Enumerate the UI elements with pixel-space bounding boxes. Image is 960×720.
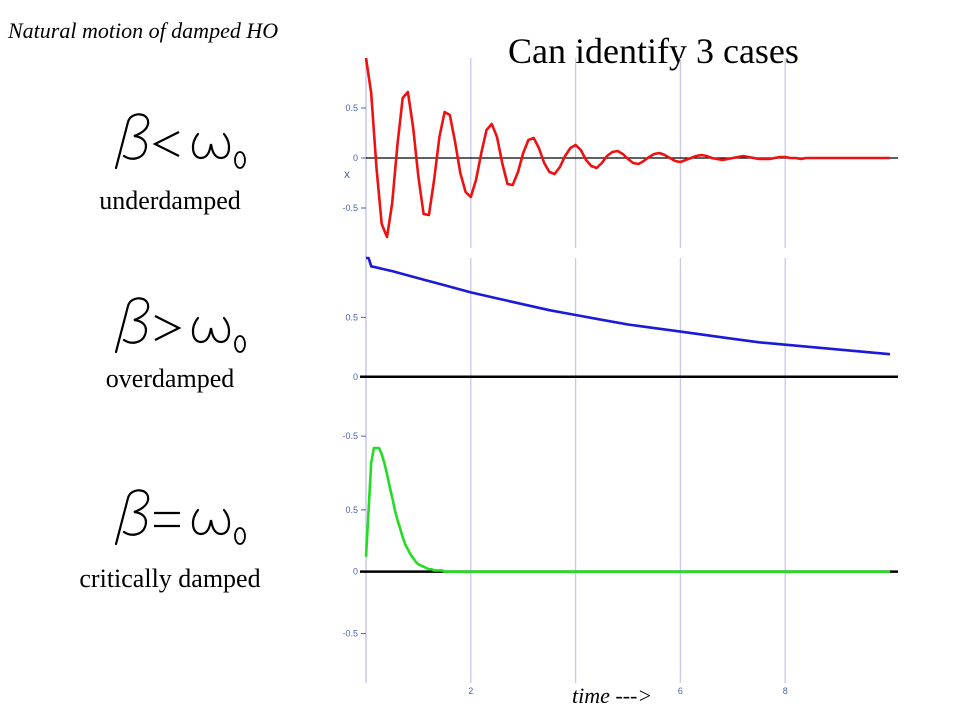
critical-condition-formula <box>114 489 246 546</box>
plot-2-y-tick-label-1: 0.5 <box>345 312 358 322</box>
critical-curve <box>364 446 890 573</box>
overdamped-condition-formula <box>114 297 246 354</box>
plot-2-y-tick-label-3: -0.5 <box>342 431 358 441</box>
greater-than-sign <box>154 315 182 341</box>
overdamped-label: overdamped <box>105 364 235 393</box>
slide-subtitle: Natural motion of damped HO <box>8 18 279 43</box>
plot-1-y-tick-label-1: 0.5 <box>345 103 358 113</box>
omega-glyph <box>191 508 231 536</box>
beta-glyph <box>114 489 150 546</box>
equals-sign <box>154 511 180 528</box>
x-tick-label-1: 2 <box>468 686 473 696</box>
plot-3-y-tick-label-3: -0.5 <box>342 629 358 639</box>
plot-1-y-axis-label: x <box>344 167 350 181</box>
time-axis-label: time ---> <box>566 683 659 709</box>
omega-glyph <box>191 132 231 160</box>
overdamped-curve <box>366 256 891 356</box>
critically-damped-label: critically damped <box>79 564 261 593</box>
subscript-zero <box>234 335 246 353</box>
plot-1-y-tick-label-2: 0 <box>353 153 358 163</box>
beta-glyph <box>114 113 150 170</box>
x-tick-label-4: 8 <box>783 686 788 696</box>
subscript-zero <box>234 527 246 545</box>
beta-glyph <box>114 297 150 354</box>
subscript-zero <box>234 151 246 169</box>
slide-title: Can identify 3 cases <box>508 31 799 71</box>
omega-glyph <box>191 316 231 344</box>
x-tick-label-3: 6 <box>678 686 683 696</box>
damped-oscillator-plots: 0.50-0.5x0.50-0.50.50-0.52468 <box>342 57 898 696</box>
plot-3-y-tick-label-1: 0.5 <box>345 505 358 515</box>
underdamped-label: underdamped <box>99 186 241 215</box>
plot-3-y-tick-label-2: 0 <box>353 567 358 577</box>
less-than-sign <box>152 131 180 157</box>
plot-1-y-tick-label-3: -0.5 <box>342 203 358 213</box>
underdamped-curve <box>364 57 890 239</box>
underdamped-condition-formula <box>114 113 246 170</box>
plot-2-y-tick-label-2: 0 <box>353 372 358 382</box>
